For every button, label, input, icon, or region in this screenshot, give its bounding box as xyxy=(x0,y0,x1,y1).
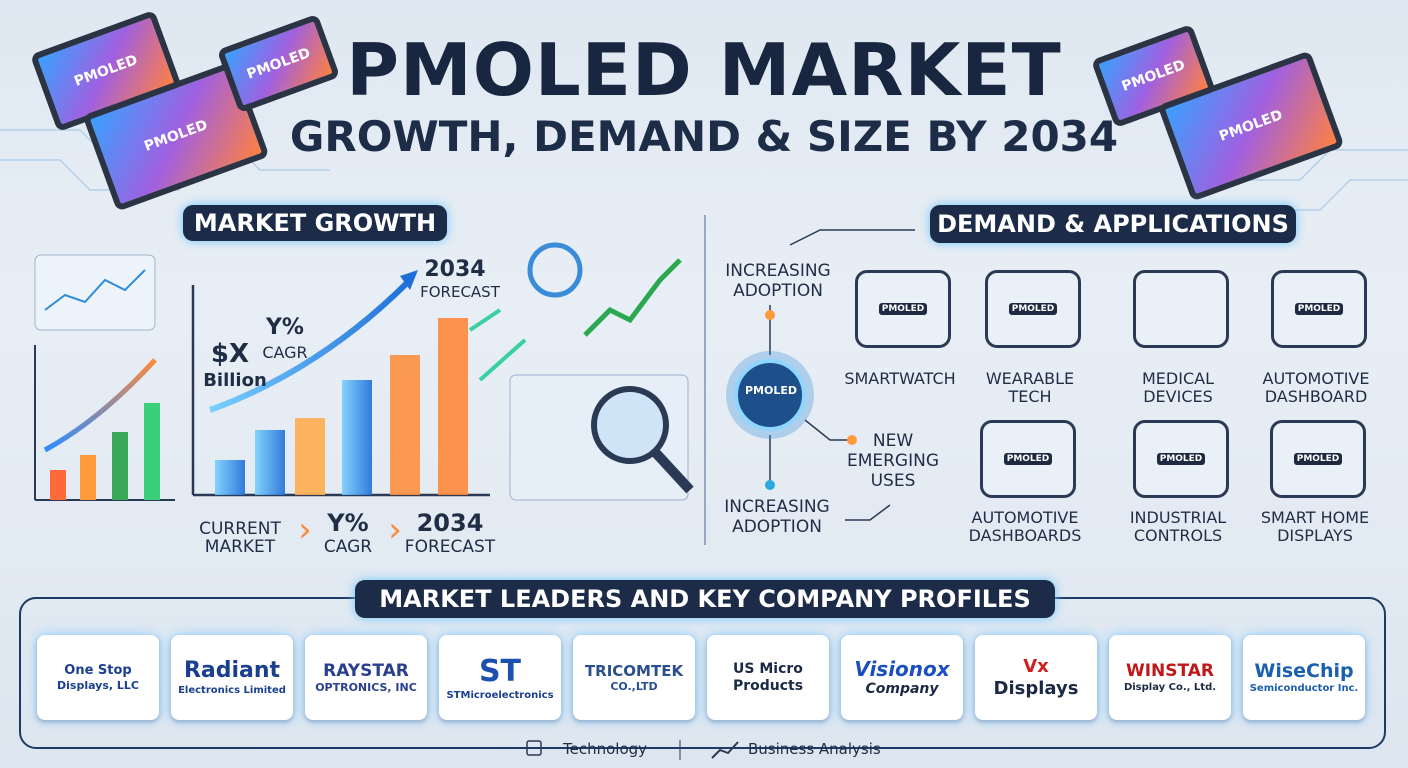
app-label: TECH xyxy=(1008,387,1052,406)
app-icon xyxy=(1133,270,1229,348)
company-name: Electronics Limited xyxy=(178,684,286,696)
section-heading: DEMAND & APPLICATIONS xyxy=(930,205,1296,243)
chart-annotation: FORECAST xyxy=(420,283,500,301)
footer-item: Technology xyxy=(563,740,648,758)
company-name: Display Co., Ltd. xyxy=(1123,681,1217,693)
icon-label: PMOLED xyxy=(1008,303,1058,315)
driver-label: INCREASING xyxy=(725,261,831,281)
chart-annotation: $X xyxy=(210,339,250,369)
icon-label: PMOLED xyxy=(1156,453,1206,465)
company-name: Displays xyxy=(993,677,1079,699)
subtitle: GROWTH, DEMAND & SIZE BY 2034 xyxy=(289,112,1119,161)
icon-label: PMOLED xyxy=(878,303,928,315)
chart-annotation: 2034 xyxy=(424,257,486,282)
step-label: Y% xyxy=(327,509,369,537)
company-name: STMicroelectronics xyxy=(446,689,554,701)
company-name: CO.,LTD xyxy=(610,679,658,693)
company-card: TRICOMTEK CO.,LTD xyxy=(573,635,695,720)
app-icon: PMOLED xyxy=(1270,420,1366,498)
icon-label: PMOLED xyxy=(1003,453,1053,465)
company-card: ST STMicroelectronics xyxy=(439,635,561,720)
section-heading: MARKET GROWTH xyxy=(183,205,447,241)
company-name: TRICOMTEK xyxy=(584,661,684,680)
company-name: Displays, LLC xyxy=(57,678,139,692)
icon-label: PMOLED xyxy=(1293,453,1343,465)
app-label: AUTOMOTIVE xyxy=(971,508,1079,527)
icon-label: PMOLED xyxy=(1294,303,1344,315)
company-name: Products xyxy=(732,677,804,694)
company-name: Semiconductor Inc. xyxy=(1249,682,1359,694)
app-label: DASHBOARD xyxy=(1264,387,1368,406)
app-icon: PMOLED xyxy=(980,420,1076,498)
driver-label: ADOPTION xyxy=(732,517,822,537)
app-label: DEVICES xyxy=(1143,387,1213,406)
company-card: US Micro Products xyxy=(707,635,829,720)
company-name: Vx xyxy=(1023,655,1049,677)
company-name: OPTRONICS, INC xyxy=(315,681,417,695)
app-label: CONTROLS xyxy=(1133,526,1223,545)
section-heading: MARKET LEADERS AND KEY COMPANY PROFILES xyxy=(355,580,1055,618)
app-label: INDUSTRIAL xyxy=(1129,508,1227,527)
app-icon: PMOLED xyxy=(1133,420,1229,498)
company-name: US Micro xyxy=(733,660,803,677)
driver-label: INCREASING xyxy=(724,497,830,517)
company-card: RAYSTAR OPTRONICS, INC xyxy=(305,635,427,720)
driver-label: USES xyxy=(870,471,916,491)
app-label: AUTOMOTIVE xyxy=(1262,369,1370,388)
step-label: 2034 xyxy=(416,509,484,537)
driver-label: ADOPTION xyxy=(733,281,823,301)
app-icon: PMOLED xyxy=(855,270,951,348)
company-name: WINSTAR xyxy=(1125,661,1215,682)
chart-annotation: CAGR xyxy=(262,343,308,362)
company-name: Visionox xyxy=(854,657,950,682)
driver-label: NEW xyxy=(872,431,914,451)
arrow: › xyxy=(298,510,312,550)
company-card: One Stop Displays, LLC xyxy=(37,635,159,720)
app-label: SMART HOME xyxy=(1260,508,1370,527)
company-name: ST xyxy=(478,653,522,689)
company-card: WiseChip Semiconductor Inc. xyxy=(1243,635,1365,720)
company-card: WINSTAR Display Co., Ltd. xyxy=(1109,635,1231,720)
footer-item: Business Analysis xyxy=(748,740,881,758)
app-icon: PMOLED xyxy=(985,270,1081,348)
step-label: MARKET xyxy=(204,537,276,557)
company-name: RAYSTAR xyxy=(323,660,409,681)
company-name: Radiant xyxy=(183,658,281,684)
step-label: CAGR xyxy=(323,537,373,557)
step-label: FORECAST xyxy=(404,537,496,557)
app-icon: PMOLED xyxy=(1271,270,1367,348)
company-name: WiseChip xyxy=(1254,660,1354,683)
company-card: Radiant Electronics Limited xyxy=(171,635,293,720)
app-label: DISPLAYS xyxy=(1277,526,1353,545)
chart-annotation: Y% xyxy=(266,315,304,340)
company-card: Vx Displays xyxy=(975,635,1097,720)
app-label: SMARTWATCH xyxy=(844,369,956,388)
app-label: DASHBOARDS xyxy=(968,526,1082,545)
app-label: WEARABLE xyxy=(985,369,1075,388)
step-label: CURRENT xyxy=(199,519,281,539)
company-name: Company xyxy=(865,681,939,698)
driver-label: EMERGING xyxy=(846,451,940,471)
arrow: › xyxy=(388,510,402,550)
company-name: One Stop xyxy=(64,663,132,679)
company-card: Visionox Company xyxy=(841,635,963,720)
chart-annotation: Billion xyxy=(203,370,267,391)
app-label: MEDICAL xyxy=(1142,369,1214,388)
hub-label: PMOLED xyxy=(745,384,798,397)
title: PMOLED MARKET xyxy=(346,28,1062,112)
